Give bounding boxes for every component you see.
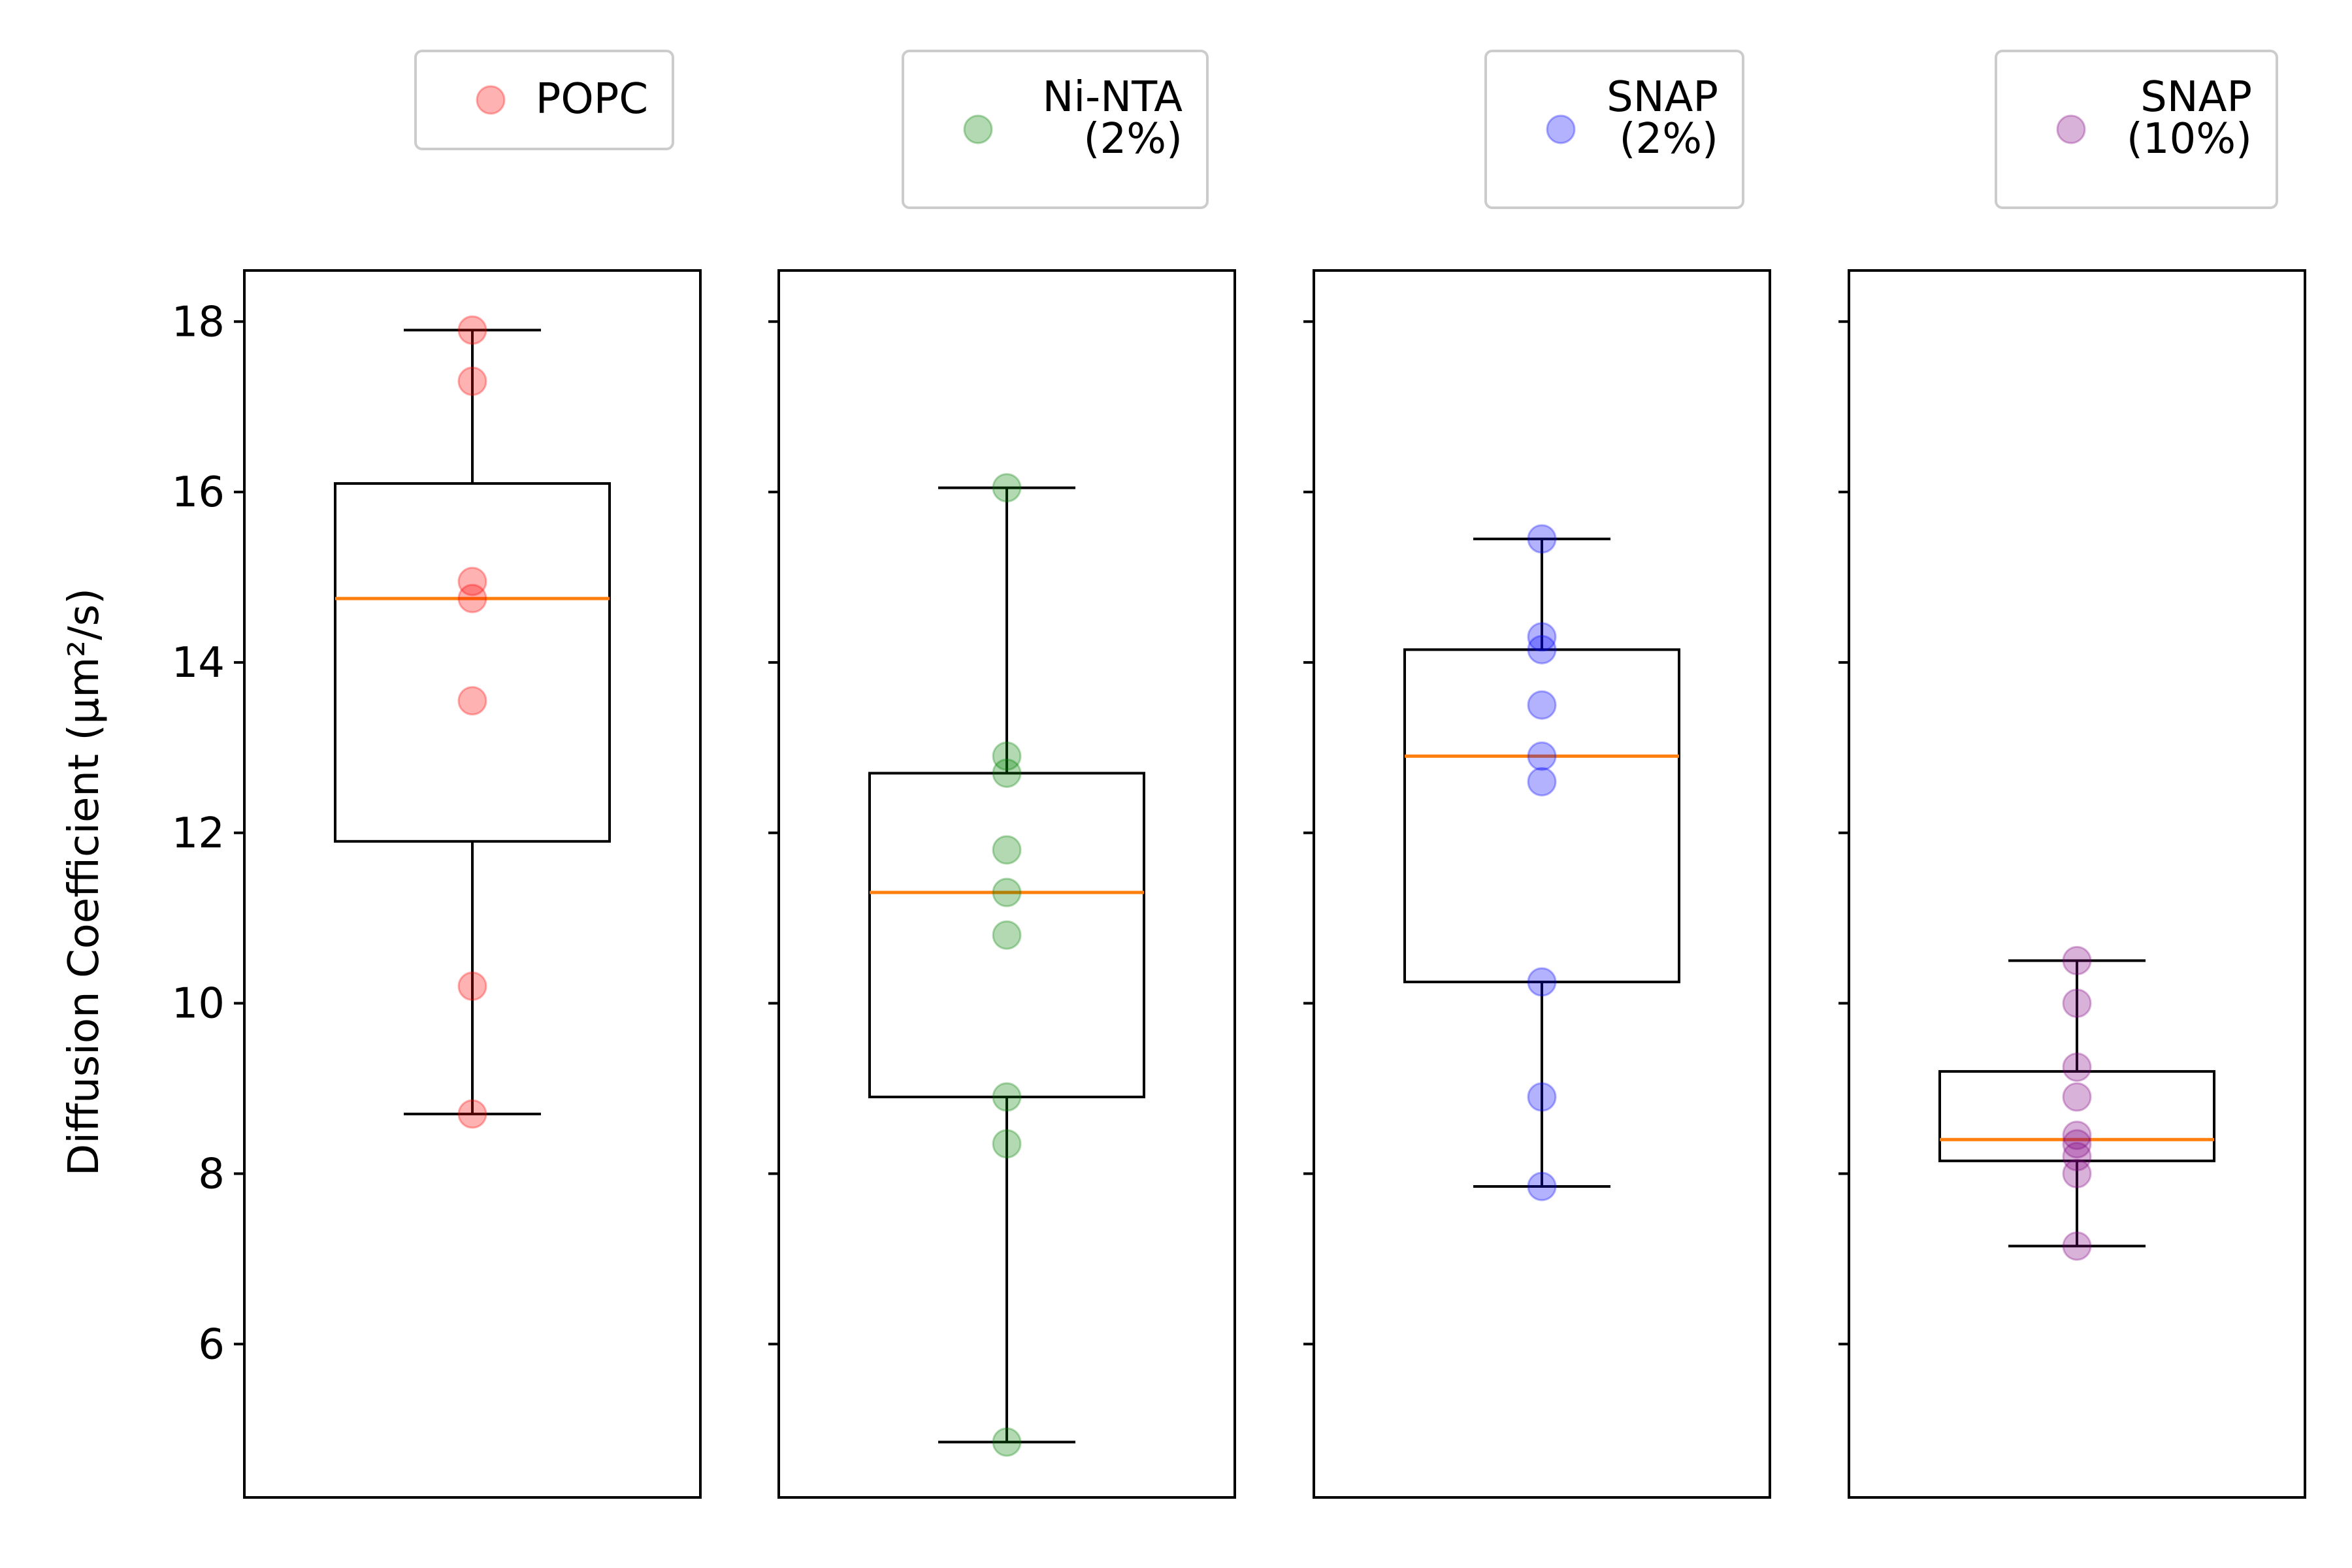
- y-axis-label: Diffusion Coefficient (µm²/s): [60, 588, 108, 1176]
- data-point: [992, 920, 1022, 950]
- legend-1: POPC: [414, 50, 674, 150]
- panel-frame: [777, 269, 1236, 1499]
- data-point: [2062, 1120, 2092, 1151]
- y-tick-label: 16: [172, 468, 225, 517]
- legend-label: SNAP: [1607, 73, 1718, 122]
- data-point: [992, 741, 1022, 771]
- legend-box: [414, 50, 674, 150]
- data-point: [992, 1082, 1022, 1112]
- data-point: [457, 972, 487, 1001]
- iqr-box: [868, 772, 1145, 1099]
- legend-label: (2%): [1620, 115, 1718, 163]
- data-point: [457, 566, 487, 596]
- legend-box: [902, 50, 1209, 209]
- data-point: [992, 473, 1022, 503]
- iqr-box: [334, 482, 611, 843]
- data-point: [1527, 741, 1557, 771]
- legend-label: (10%): [2127, 115, 2252, 163]
- data-point: [457, 1099, 487, 1129]
- data-point: [2062, 1141, 2092, 1171]
- data-point: [2062, 945, 2092, 975]
- legend-marker: [476, 85, 506, 115]
- legend-label: (2%): [1084, 115, 1183, 163]
- data-point: [2062, 1129, 2092, 1159]
- panel-1: 6 8 10 12 14 16 18: [172, 269, 702, 1499]
- data-point: [992, 1129, 1022, 1159]
- data-point: [992, 1427, 1022, 1457]
- data-point: [2062, 988, 2092, 1019]
- panel-frame: [243, 269, 702, 1499]
- legend-marker: [2056, 114, 2086, 144]
- data-point: [2062, 1231, 2092, 1261]
- data-point: [457, 315, 487, 345]
- panel-4: [1838, 269, 2306, 1499]
- data-point: [1527, 967, 1557, 997]
- y-tick-label: 6: [198, 1320, 225, 1369]
- data-point: [1527, 690, 1557, 720]
- legend-label: SNAP: [2140, 73, 2252, 122]
- data-point: [1527, 1171, 1557, 1201]
- data-point: [992, 835, 1022, 865]
- data-point: [2062, 1052, 2092, 1082]
- legend-2: Ni-NTA(2%): [902, 50, 1209, 209]
- legend-box: [1995, 50, 2278, 209]
- legend-label: POPC: [536, 75, 648, 123]
- legend-box: [1484, 50, 1744, 209]
- data-point: [457, 583, 487, 613]
- legend-marker: [1546, 114, 1576, 144]
- iqr-box: [1938, 1070, 2215, 1162]
- y-tick-label: 18: [172, 298, 225, 346]
- y-tick-label: 14: [172, 639, 225, 687]
- data-point: [1527, 622, 1557, 652]
- legend-4: SNAP(10%): [1995, 50, 2278, 209]
- data-point: [992, 758, 1022, 788]
- y-tick-label: 10: [172, 980, 225, 1028]
- data-point: [992, 877, 1022, 907]
- data-point: [1527, 767, 1557, 796]
- data-point: [2062, 1158, 2092, 1188]
- panel-frame: [1313, 269, 1771, 1499]
- legend-marker: [963, 114, 993, 144]
- legend-label: Ni-NTA: [1042, 73, 1183, 122]
- panel-frame: [1848, 269, 2306, 1499]
- data-point: [2062, 1082, 2092, 1112]
- iqr-box: [1403, 648, 1680, 983]
- data-point: [457, 367, 487, 397]
- data-point: [1527, 634, 1557, 664]
- y-tick-label: 8: [198, 1150, 225, 1198]
- data-point: [1527, 1082, 1557, 1112]
- y-tick-label: 12: [172, 809, 225, 858]
- data-point: [1527, 524, 1557, 554]
- data-point: [457, 686, 487, 716]
- panel-3: [1303, 269, 1771, 1499]
- panel-2: [768, 269, 1236, 1499]
- legend-3: SNAP(2%): [1484, 50, 1744, 209]
